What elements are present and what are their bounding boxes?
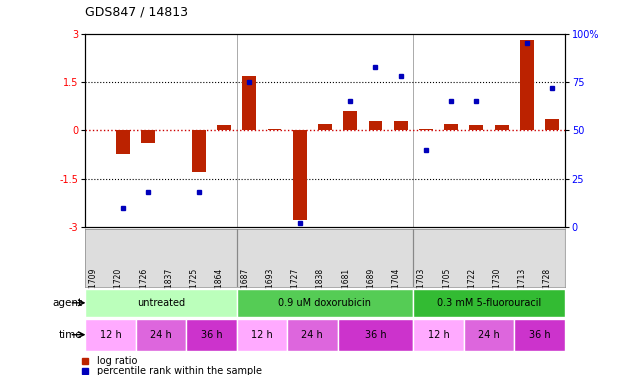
Text: time: time — [59, 330, 82, 340]
Bar — [318, 124, 332, 130]
Bar — [413, 289, 565, 317]
Bar — [85, 319, 136, 351]
Bar — [464, 319, 514, 351]
Bar — [343, 111, 357, 130]
Text: 36 h: 36 h — [201, 330, 222, 340]
Bar — [413, 319, 464, 351]
Bar — [116, 130, 130, 154]
Bar — [419, 129, 433, 130]
Text: 36 h: 36 h — [529, 330, 550, 340]
Bar — [268, 129, 281, 130]
Text: log ratio: log ratio — [97, 356, 137, 366]
Bar — [136, 319, 186, 351]
Bar — [237, 319, 287, 351]
Bar — [186, 319, 237, 351]
Bar — [369, 121, 382, 130]
Bar — [444, 124, 458, 130]
Text: 0.9 uM doxorubicin: 0.9 uM doxorubicin — [278, 298, 372, 308]
Bar — [520, 40, 534, 130]
Text: 24 h: 24 h — [150, 330, 172, 340]
Bar — [237, 289, 413, 317]
Text: 24 h: 24 h — [302, 330, 323, 340]
Text: 0.3 mM 5-fluorouracil: 0.3 mM 5-fluorouracil — [437, 298, 541, 308]
Bar — [495, 126, 509, 130]
Text: 12 h: 12 h — [428, 330, 449, 340]
Text: 12 h: 12 h — [100, 330, 121, 340]
Text: 24 h: 24 h — [478, 330, 500, 340]
Text: percentile rank within the sample: percentile rank within the sample — [97, 366, 261, 375]
Bar — [545, 119, 559, 130]
Text: untreated: untreated — [137, 298, 185, 308]
Bar — [338, 319, 413, 351]
Bar — [287, 319, 338, 351]
Text: agent: agent — [52, 298, 82, 308]
Text: 36 h: 36 h — [365, 330, 386, 340]
Bar — [469, 126, 483, 130]
Text: 12 h: 12 h — [251, 330, 273, 340]
Bar — [192, 130, 206, 172]
Bar — [141, 130, 155, 143]
Bar — [514, 319, 565, 351]
Text: GDS847 / 14813: GDS847 / 14813 — [85, 6, 188, 19]
Bar — [293, 130, 307, 220]
Bar — [394, 121, 408, 130]
Bar — [217, 126, 231, 130]
Bar — [85, 289, 237, 317]
Bar — [242, 76, 256, 130]
